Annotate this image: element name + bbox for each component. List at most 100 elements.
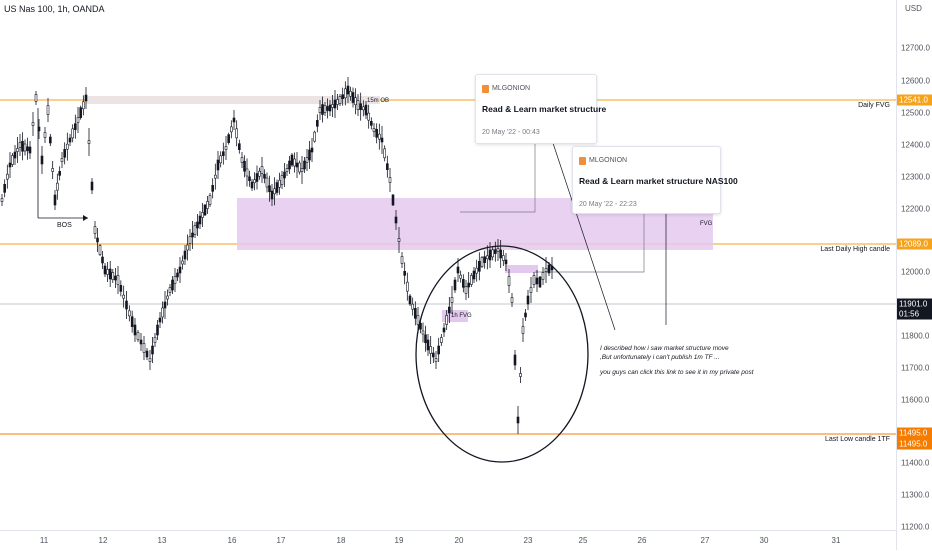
candle-body (380, 137, 384, 143)
candle-body (516, 416, 520, 424)
candle-body (426, 339, 430, 351)
candle-body (46, 105, 50, 115)
candle-body (421, 330, 425, 335)
candle-body (51, 168, 54, 172)
time-scale[interactable]: 11 12 13 16 17 18 19 20 23 25 26 27 30 31 (0, 530, 896, 551)
candle-body (0, 198, 4, 202)
candle-body (321, 104, 324, 115)
candle-body (502, 255, 505, 261)
candle-body (87, 140, 91, 144)
candle-body (142, 343, 146, 353)
candle-body (130, 316, 134, 327)
candle-body (136, 332, 140, 340)
candle-body (372, 128, 376, 132)
candle-body (253, 179, 256, 184)
candle-body (161, 307, 164, 318)
candle-body (106, 269, 109, 275)
price-tick-label: 11300.0 (901, 490, 930, 500)
time-tick-label: 12 (98, 536, 108, 545)
candle-body (513, 354, 517, 366)
price-tick-label: 12200.0 (901, 204, 930, 214)
price-tick-label: 11400.0 (901, 458, 930, 468)
candle-body (214, 174, 217, 179)
candle-body (411, 303, 414, 310)
candle-body (308, 149, 311, 161)
price-tick-label: 12500.0 (901, 108, 930, 118)
price-scale[interactable]: USD 12700.0 12600.0 12500.0 12400.0 12300.0 1… (896, 0, 932, 550)
bos-arrowhead (83, 215, 88, 221)
ob-zone[interactable] (86, 96, 380, 104)
circle-annotation[interactable] (415, 245, 589, 463)
candle-body (153, 337, 157, 343)
candle-body (216, 159, 220, 171)
candle-body (499, 249, 502, 259)
candle-body (432, 352, 435, 358)
price-tag: 11495.0 (897, 427, 932, 439)
price-tick-label: 12700.0 (901, 43, 930, 53)
candle-body (34, 94, 38, 102)
candle-body (383, 148, 386, 159)
candle-body (408, 295, 412, 305)
candle-body (403, 271, 406, 276)
candle-body (318, 107, 322, 113)
time-tick-label: 20 (454, 536, 464, 545)
candle-body (166, 295, 169, 300)
candle-body (275, 182, 279, 193)
candle-body (483, 256, 486, 263)
idea-date: 20 May '22 - 22:23 (579, 201, 637, 208)
candle-body (96, 237, 99, 243)
candle-body (459, 274, 462, 279)
candle-body (270, 190, 274, 200)
candle-body (26, 146, 29, 152)
candle-body (230, 126, 233, 133)
idea-title[interactable]: Read & Learn market structure (482, 104, 607, 114)
idea-author[interactable]: MLGONION (589, 157, 628, 164)
candle-body (496, 248, 500, 252)
candle-body (84, 94, 88, 102)
candle-body (288, 160, 291, 170)
candle-body (521, 326, 525, 334)
price-chart[interactable] (0, 0, 896, 530)
price-tick-label: 11800.0 (901, 331, 930, 341)
candle-body (388, 177, 392, 183)
idea-card-2[interactable]: MLGONION Read & Learn market structure N… (572, 146, 738, 214)
price-tick-label: 11200.0 (901, 522, 930, 532)
candle-body (526, 295, 530, 305)
candle-body (491, 249, 494, 258)
chart-area[interactable]: US Nas 100, 1h, OANDA Daily FVG Last Dai… (0, 0, 896, 530)
candle-body (178, 266, 182, 274)
candle-body (453, 279, 457, 291)
idea-author[interactable]: MLGONION (492, 85, 531, 92)
candle-body (16, 148, 19, 152)
idea-date: 20 May '22 - 00:43 (482, 129, 540, 136)
candle-body (101, 256, 104, 264)
candle-body (434, 358, 438, 362)
candle-body (173, 276, 177, 284)
candle-body (74, 123, 77, 130)
candle-body (336, 99, 339, 105)
candle-body (103, 265, 107, 275)
candle-body (391, 194, 395, 206)
candle-body (53, 194, 57, 206)
price-tag: 12089.0 (897, 238, 932, 250)
candle-body (211, 185, 214, 192)
candle-body (227, 134, 230, 143)
candle-body (313, 131, 316, 142)
candle-body (90, 181, 94, 191)
candle-body (71, 128, 74, 139)
last-low-label: Last Low candle 1TF (825, 436, 890, 443)
idea-card-1[interactable]: MLGONION Read & Learn market structure 2… (475, 74, 606, 144)
candle-body (475, 267, 478, 274)
candle-body (298, 162, 301, 173)
candle-body (156, 324, 159, 336)
small-zone[interactable] (505, 265, 538, 273)
candle-body (285, 168, 289, 172)
idea-title[interactable]: Read & Learn market structure NAS100 (579, 176, 738, 186)
candle-body (541, 272, 545, 280)
candle-body (416, 315, 420, 325)
candle-body (122, 294, 125, 299)
candle-body (470, 275, 473, 285)
symbol-title[interactable]: US Nas 100, 1h, OANDA (4, 4, 105, 14)
candle-body (364, 104, 368, 116)
candle-body (370, 121, 373, 126)
